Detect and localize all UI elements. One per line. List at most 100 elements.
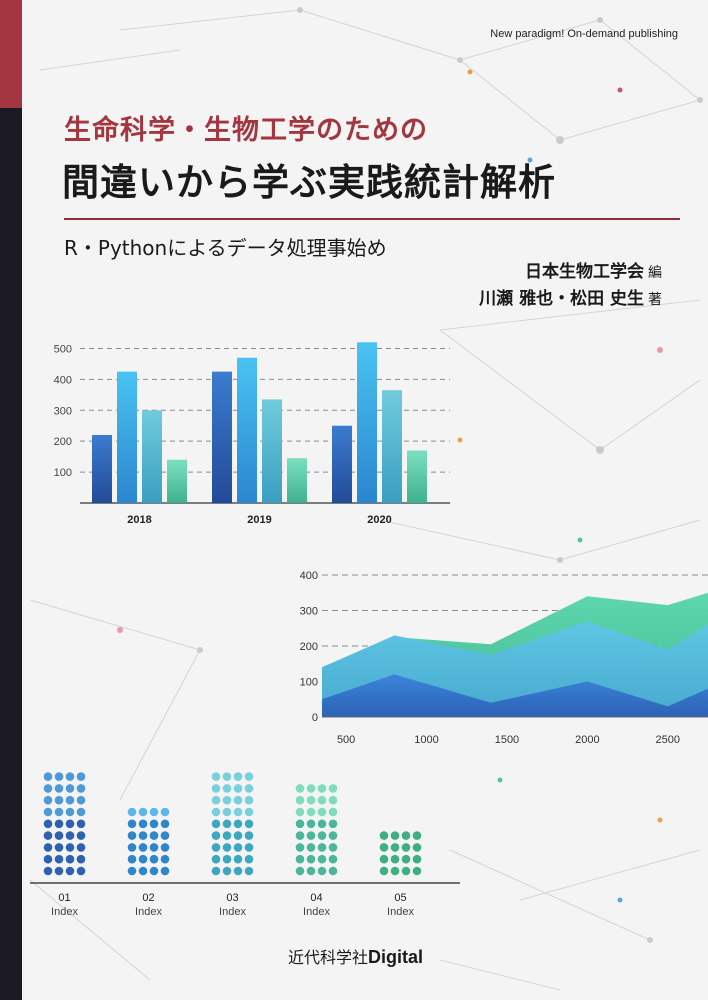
dot-marker [76, 795, 86, 805]
bar [142, 410, 162, 503]
dot-marker [306, 795, 316, 805]
dot-marker [54, 784, 64, 793]
dot-marker [160, 819, 170, 829]
y-tick-label: 200 [300, 641, 318, 653]
bar [332, 425, 352, 503]
dot-marker [149, 843, 159, 852]
dot-marker [233, 795, 243, 805]
dot-marker [390, 854, 400, 864]
dot-marker [222, 807, 232, 817]
y-tick-label: 100 [300, 677, 318, 689]
dot-marker [233, 854, 243, 864]
bar [237, 357, 257, 503]
dot-marker [211, 784, 221, 793]
dot-marker [328, 843, 338, 852]
publisher-logo: 近代科学社Digital [288, 944, 423, 968]
dot-marker [160, 854, 170, 864]
dot-marker [233, 772, 243, 781]
dot-marker [222, 831, 232, 840]
dot-marker [328, 807, 338, 817]
dot-marker [390, 831, 400, 840]
dot-marker [43, 795, 53, 805]
dot-marker [317, 795, 327, 805]
dot-marker [222, 843, 232, 852]
book-spine [0, 0, 22, 1000]
x-tick-label: 01 [58, 892, 70, 904]
dot-marker [244, 795, 254, 805]
publisher-brand: Digital [368, 947, 424, 967]
dot-marker [317, 866, 327, 876]
dot-marker [127, 831, 137, 840]
dot-marker [317, 784, 327, 793]
dot-marker [295, 831, 305, 840]
dot-marker [54, 772, 64, 781]
dot-marker [160, 843, 170, 852]
x-tick-label: 02 [142, 892, 154, 904]
dot-marker [244, 831, 254, 840]
dot-marker [222, 819, 232, 829]
bar [117, 371, 137, 503]
dot-marker [244, 819, 254, 829]
dot-marker [317, 831, 327, 840]
dot-marker [54, 866, 64, 876]
bar [212, 371, 232, 503]
dot-marker [65, 795, 75, 805]
dot-marker [306, 866, 316, 876]
dot-marker [43, 843, 53, 852]
y-tick-label: 0 [312, 712, 318, 724]
dot-marker [412, 854, 422, 864]
x-tick-label: 500 [337, 734, 355, 746]
book-title: 間違いから学ぶ実践統計解析 [62, 161, 556, 204]
bar [92, 435, 112, 503]
dot-marker [127, 807, 137, 817]
dot-marker [328, 854, 338, 864]
x-tick-label: 2000 [575, 734, 599, 746]
dot-marker [138, 843, 148, 852]
dot-marker [233, 843, 243, 852]
dot-marker [149, 866, 159, 876]
dot-marker [76, 843, 86, 852]
dot-marker [244, 772, 254, 781]
dot-marker [295, 854, 305, 864]
dot-marker [65, 784, 75, 793]
dot-marker [76, 784, 86, 793]
bar [167, 459, 187, 503]
spine-accent-band [0, 0, 22, 108]
x-tick-sublabel: Index [387, 906, 414, 918]
dot-marker [138, 819, 148, 829]
dot-marker [127, 843, 137, 852]
dot-marker [328, 795, 338, 805]
dot-marker [65, 866, 75, 876]
dot-marker [65, 854, 75, 864]
dot-marker [54, 795, 64, 805]
dot-matrix-chart: 01 Index 02 Index 03 Index 04 Index 05 Index [30, 772, 460, 918]
editor-credit: 日本生物工学会編 [525, 257, 662, 282]
dot-marker [412, 843, 422, 852]
dot-marker [138, 831, 148, 840]
dot-marker [138, 854, 148, 864]
dot-marker [76, 831, 86, 840]
dot-marker [222, 795, 232, 805]
publisher-tagline: New paradigm! On-demand publishing [490, 28, 678, 40]
x-tick-label: 1500 [495, 734, 519, 746]
bar [407, 450, 427, 503]
y-tick-label: 200 [54, 436, 72, 448]
dot-marker [379, 866, 389, 876]
x-tick-label: 03 [226, 892, 238, 904]
dot-marker [244, 854, 254, 864]
dot-marker [412, 866, 422, 876]
x-tick-sublabel: Index [303, 906, 330, 918]
dot-marker [222, 772, 232, 781]
author-credit: 川瀬 雅也・松田 史生著 [479, 284, 662, 309]
dot-marker [233, 831, 243, 840]
dot-marker [244, 807, 254, 817]
dot-marker [160, 866, 170, 876]
dot-marker [306, 854, 316, 864]
bar [262, 399, 282, 503]
dot-marker [222, 854, 232, 864]
dot-marker [401, 843, 411, 852]
dot-marker [412, 831, 422, 840]
dot-marker [317, 807, 327, 817]
dot-marker [211, 795, 221, 805]
area-chart: 0 100 200 300 400 500 1000 1500 2000 2500 [300, 570, 708, 746]
